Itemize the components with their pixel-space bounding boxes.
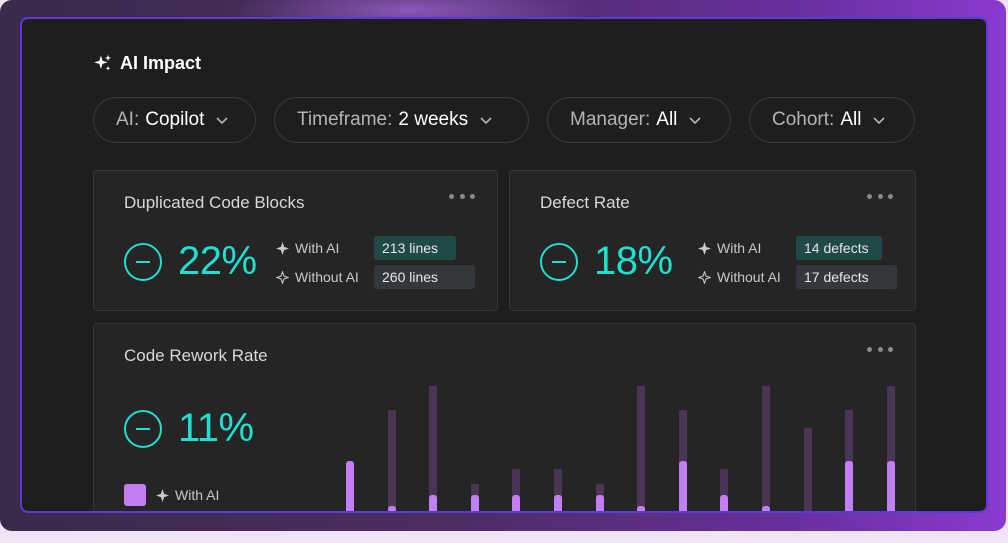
filter-cohort-label: Cohort:: [772, 109, 835, 130]
bar-without-ai: [554, 468, 562, 511]
bar-without-ai: [387, 409, 396, 511]
rework-value: 11%: [178, 406, 254, 450]
defect-stat: 18%: [540, 239, 673, 284]
legend-label: With AI: [717, 240, 762, 256]
bar-without-ai: [678, 409, 687, 511]
legend-row-with-ai: With AI 14 defects: [698, 236, 897, 260]
legend-row-with-ai: With AI 213 lines: [276, 236, 475, 260]
bar-with-ai: [720, 494, 729, 511]
defect-value: 18%: [594, 239, 673, 283]
without-ai-value: 17 defects: [796, 265, 897, 289]
filter-timeframe-value: 2 weeks: [398, 109, 469, 130]
sparkle-outline-icon: [698, 270, 711, 284]
duplicated-legend: With AI 213 lines Without AI 260 lines: [276, 236, 475, 289]
with-ai-value: 213 lines: [374, 236, 456, 260]
bar-with-ai: [346, 461, 354, 511]
legend-row-without-ai: Without AI 260 lines: [276, 265, 475, 289]
bar-without-ai: [637, 386, 646, 511]
sparkle-filled-icon: [698, 241, 711, 255]
duplicated-code-card: Duplicated Code Blocks 22% With AI 213 l…: [93, 170, 498, 311]
filter-ai[interactable]: AI: Copilot: [93, 97, 256, 143]
more-options-icon[interactable]: [867, 191, 893, 201]
sparkle-filled-icon: [156, 488, 169, 502]
bar-with-ai: [637, 505, 646, 511]
chevron-down-icon: [480, 117, 492, 125]
defect-legend: With AI 14 defects Without AI 17 defects: [698, 236, 897, 289]
minus-circle-icon: [540, 242, 578, 281]
filter-timeframe-label: Timeframe:: [297, 109, 393, 130]
with-ai-swatch: [124, 484, 146, 506]
bar-without-ai: [512, 468, 521, 511]
duplicated-stat: 22%: [124, 239, 257, 284]
bar-with-ai: [678, 461, 687, 511]
legend-label: Without AI: [717, 269, 781, 285]
duplicated-value: 22%: [178, 239, 257, 283]
chevron-down-icon: [216, 117, 228, 125]
ai-impact-panel: AI Impact AI: Copilot Timeframe: 2 weeks…: [20, 17, 988, 513]
legend-row-without-ai: Without AI 17 defects: [698, 265, 897, 289]
bar-without-ai: [845, 409, 854, 511]
bar-without-ai: [886, 386, 895, 511]
rework-legend: With AI: [124, 484, 219, 506]
bar-with-ai: [512, 494, 521, 511]
bar-without-ai: [720, 468, 729, 511]
rework-stat: 11%: [124, 406, 254, 451]
filter-ai-value: Copilot: [145, 109, 205, 130]
sparkles-icon: [94, 54, 112, 71]
code-rework-card: Code Rework Rate 11% With AI: [93, 323, 916, 511]
bar-with-ai: [886, 461, 895, 511]
legend-label: With AI: [295, 240, 340, 256]
defect-rate-card: Defect Rate 18% With AI 14 defects Witho…: [509, 170, 916, 311]
card-title: Code Rework Rate: [124, 346, 268, 365]
filter-timeframe[interactable]: Timeframe: 2 weeks: [274, 97, 529, 143]
bar-with-ai: [595, 494, 604, 511]
minus-circle-icon: [124, 409, 162, 448]
bar-without-ai: [429, 386, 438, 511]
filter-cohort-value: All: [840, 109, 862, 130]
legend-label: Without AI: [295, 269, 359, 285]
sparkle-outline-icon: [276, 270, 289, 284]
minus-circle-icon: [124, 242, 162, 281]
card-title: Duplicated Code Blocks: [124, 193, 305, 212]
filter-manager-value: All: [656, 109, 678, 130]
bar-without-ai: [803, 428, 812, 511]
filter-manager-label: Manager:: [570, 109, 651, 130]
bar-with-ai: [387, 505, 396, 511]
chevron-down-icon: [689, 117, 701, 125]
page-header: AI Impact: [93, 53, 201, 74]
page-title: AI Impact: [120, 53, 202, 73]
filter-bar: AI: Copilot Timeframe: 2 weeks Manager: …: [93, 97, 915, 143]
more-options-icon[interactable]: [449, 191, 475, 201]
more-options-icon[interactable]: [867, 344, 893, 354]
filter-manager[interactable]: Manager: All: [547, 97, 731, 143]
chevron-down-icon: [873, 117, 886, 125]
filter-ai-label: AI:: [116, 109, 140, 130]
card-title: Defect Rate: [540, 193, 630, 212]
bar-with-ai: [429, 494, 438, 511]
sparkle-filled-icon: [276, 241, 289, 255]
bar-with-ai: [554, 494, 562, 511]
bar-with-ai: [470, 494, 479, 511]
bar-without-ai: [762, 386, 770, 511]
bar-with-ai: [762, 505, 770, 511]
legend-label: With AI: [175, 487, 220, 503]
with-ai-value: 14 defects: [796, 236, 882, 260]
rework-bar-chart: [334, 364, 914, 511]
without-ai-value: 260 lines: [374, 265, 475, 289]
bar-with-ai: [845, 461, 854, 511]
filter-cohort[interactable]: Cohort: All: [749, 97, 915, 143]
